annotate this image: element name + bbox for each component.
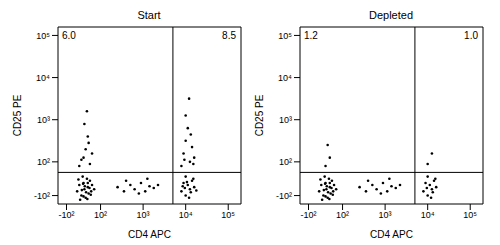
svg-text:10⁵: 10⁵: [36, 31, 50, 41]
svg-text:10⁵: 10⁵: [278, 31, 292, 41]
svg-text:10³: 10³: [37, 115, 50, 125]
svg-text:10⁵: 10⁵: [463, 210, 477, 220]
svg-text:CD4 APC: CD4 APC: [128, 229, 171, 240]
html-text:6.0: 6.0: [62, 30, 76, 41]
svg-text:-10²: -10²: [34, 191, 50, 201]
html-text:1.0: 1.0: [464, 30, 478, 41]
svg-text:10³: 10³: [137, 210, 150, 220]
svg-text:10²: 10²: [37, 157, 50, 167]
svg-text:CD25 PE: CD25 PE: [12, 94, 23, 136]
html-text:8.5: 8.5: [222, 30, 236, 41]
html-text:Depleted: Depleted: [369, 9, 413, 21]
svg-text:-10²: -10²: [301, 210, 317, 220]
html-text:1.2: 1.2: [304, 30, 318, 41]
svg-text:-10²: -10²: [59, 210, 75, 220]
svg-text:CD25 PE: CD25 PE: [254, 94, 265, 136]
svg-text:10²: 10²: [336, 210, 349, 220]
svg-text:10⁵: 10⁵: [221, 210, 235, 220]
svg-text:10⁴: 10⁴: [278, 73, 292, 83]
svg-text:10³: 10³: [279, 115, 292, 125]
svg-text:CD4 APC: CD4 APC: [370, 229, 413, 240]
svg-text:10⁴: 10⁴: [179, 210, 193, 220]
svg-text:10⁴: 10⁴: [36, 73, 50, 83]
svg-text:10²: 10²: [94, 210, 107, 220]
svg-text:10²: 10²: [279, 157, 292, 167]
svg-text:-10²: -10²: [276, 191, 292, 201]
svg-text:10⁴: 10⁴: [421, 210, 435, 220]
html-text:Start: Start: [137, 9, 161, 21]
svg-text:10³: 10³: [379, 210, 392, 220]
